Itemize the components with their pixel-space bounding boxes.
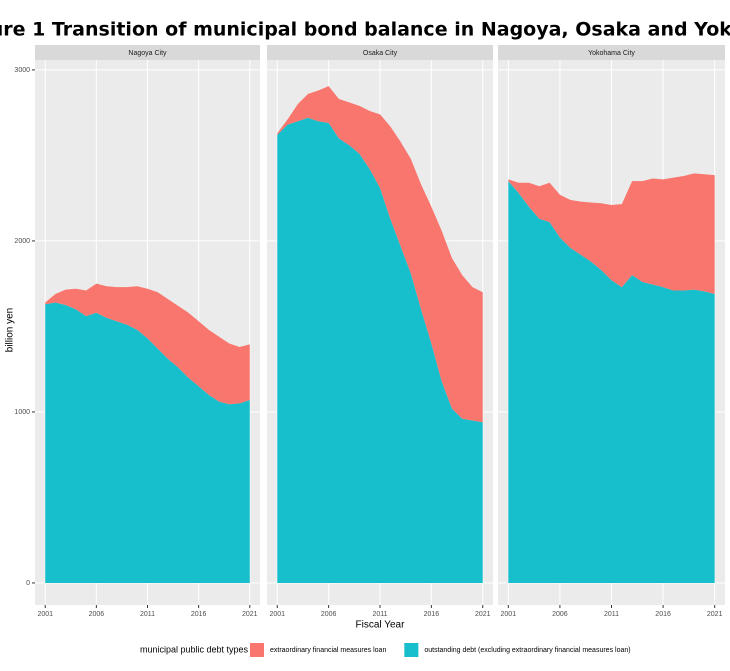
x-tick-label: 2006 <box>89 611 105 618</box>
y-tick-label: 2000 <box>14 238 30 245</box>
legend-label: extraordinary financial measures loan <box>270 647 386 654</box>
x-tick-label: 2016 <box>655 611 671 618</box>
legend-key <box>404 643 419 657</box>
x-tick-label: 2001 <box>269 611 285 618</box>
y-tick-label: 3000 <box>14 67 30 74</box>
x-tick-label: 2011 <box>140 611 155 618</box>
x-tick-label: 2016 <box>424 611 440 618</box>
area <box>45 302 250 583</box>
strip <box>498 45 725 60</box>
area <box>277 117 483 583</box>
x-tick-label: 2001 <box>501 611 517 618</box>
x-tick-label: 2006 <box>552 611 568 618</box>
y-axis-label: billion yen <box>5 308 16 352</box>
x-tick-label: 2021 <box>242 611 258 618</box>
chart-title: Figure 1 Transition of municipal bond ba… <box>0 19 730 41</box>
area <box>45 283 250 405</box>
x-tick-label: 2016 <box>191 611 207 618</box>
legend-title: municipal public debt types <box>140 644 249 654</box>
area <box>508 181 715 583</box>
facet-label: Nagoya City <box>128 50 167 57</box>
facet-label: Yokohama City <box>588 50 635 57</box>
x-tick-label: 2011 <box>604 611 619 618</box>
y-tick-label: 1000 <box>14 409 30 416</box>
x-tick-label: 2011 <box>372 611 387 618</box>
y-tick-label: 0 <box>26 580 30 587</box>
legend-key <box>250 643 264 657</box>
area <box>277 86 483 423</box>
strip <box>35 45 260 60</box>
strip <box>267 45 493 60</box>
x-tick-label: 2021 <box>707 611 723 618</box>
area <box>508 173 715 294</box>
legend-label: outstanding debt (excluding extraordinar… <box>424 647 630 654</box>
x-tick-label: 2021 <box>475 611 491 618</box>
x-axis-label: Fiscal Year <box>356 620 406 631</box>
facet-label: Osaka City <box>363 50 398 57</box>
x-tick-label: 2001 <box>37 611 53 618</box>
x-tick-label: 2006 <box>321 611 337 618</box>
